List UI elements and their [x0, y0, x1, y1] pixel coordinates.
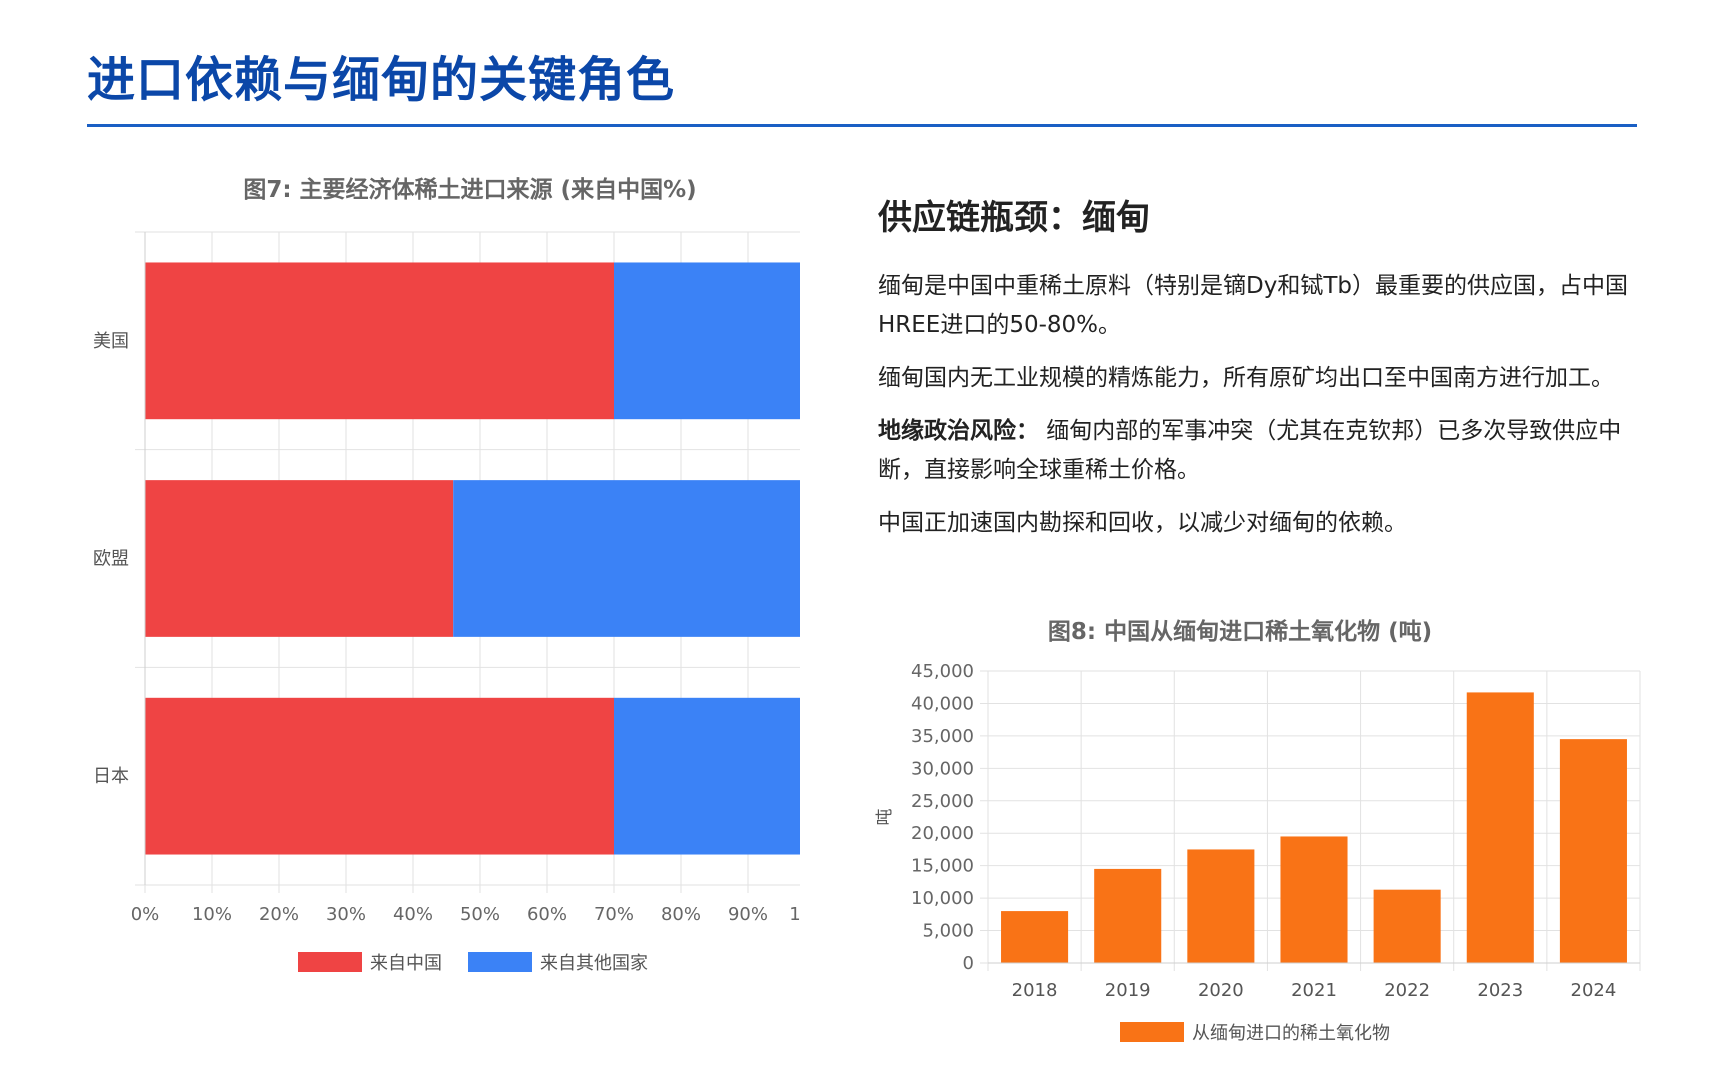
bar-segment — [145, 697, 614, 855]
import-source-chart: 0% 10% 20% 30% 40% 50% 60% 70% 80% 90% 100% 美国欧盟日本来… — [93, 231, 800, 974]
category-label: 美国 — [93, 331, 129, 352]
bar-segment — [614, 697, 800, 855]
legend-label: 来自其他国家 — [540, 953, 648, 974]
x-tick-label: 2024 — [1571, 980, 1617, 1001]
x-tick-label: 2019 — [1105, 980, 1151, 1001]
legend-swatch — [298, 952, 362, 972]
y-tick-label: 10,000 — [911, 888, 974, 909]
bar — [1094, 868, 1162, 963]
y-tick-label: 20,000 — [911, 823, 974, 844]
bar-segment — [614, 262, 800, 420]
x-tick-label: 30% — [326, 904, 366, 925]
x-tick-label: 2023 — [1477, 980, 1523, 1001]
x-tick-label: 2022 — [1384, 980, 1430, 1001]
x-tick-label: 20% — [259, 904, 299, 925]
y-tick-label: 5,000 — [922, 921, 974, 942]
x-tick-label: 10% — [192, 904, 232, 925]
x-tick-label: 80% — [661, 904, 701, 925]
bar-segment — [145, 262, 614, 420]
x-tick-label: 2021 — [1291, 980, 1337, 1001]
myanmar-import-chart: 0 5,000 10,000 15,000 20,000 25,000 30,000 35,0… — [875, 661, 1641, 1044]
bar-segment — [453, 480, 800, 637]
y-tick-label: 35,000 — [911, 726, 974, 747]
risk-label: 地缘政治风险： — [878, 418, 1039, 444]
section-heading: 供应链瓶颈：缅甸 — [878, 198, 1150, 238]
legend-label: 来自中国 — [370, 953, 442, 974]
paragraph-2: 缅甸国内无工业规模的精炼能力，所有原矿均出口至中国南方进行加工。 — [878, 365, 1614, 391]
bar — [1373, 889, 1441, 963]
x-tick-label: 2020 — [1198, 980, 1244, 1001]
bar — [1466, 692, 1534, 963]
chart2-title: 图8: 中国从缅甸进口稀土氧化物 (吨) — [1047, 619, 1433, 645]
y-axis-label: 吨 — [875, 809, 895, 826]
category-label: 欧盟 — [93, 549, 129, 570]
chart1-title: 图7: 主要经济体稀土进口来源 (来自中国%) — [243, 177, 697, 203]
bar — [1187, 849, 1255, 963]
y-tick-label: 30,000 — [911, 758, 974, 779]
title-divider — [87, 124, 1637, 127]
right-panel: 供应链瓶颈：缅甸 缅甸是中国中重稀土原料（特别是镝Dy和铽Tb）最重要的供应国，… — [878, 190, 1638, 557]
x-tick-label: 60% — [527, 904, 567, 925]
x-tick-label: 2018 — [1012, 980, 1058, 1001]
x-tick-label: 90% — [728, 904, 768, 925]
x-tick-label: 40% — [393, 904, 433, 925]
page-title: 进口依赖与缅甸的关键角色 — [87, 52, 676, 108]
bar — [1280, 836, 1348, 963]
legend-swatch — [1120, 1022, 1184, 1042]
y-tick-label: 25,000 — [911, 791, 974, 812]
bar-segment — [145, 480, 454, 637]
legend-label: 从缅甸进口的稀土氧化物 — [1192, 1023, 1390, 1044]
paragraph-3: 地缘政治风险： 缅甸内部的军事冲突（尤其在克钦邦）已多次导致供应中断，直接影响全… — [878, 418, 1622, 483]
x-tick-label: 0% — [131, 904, 160, 925]
y-tick-label: 0 — [963, 953, 974, 974]
legend-swatch — [468, 952, 532, 972]
y-tick-label: 15,000 — [911, 856, 974, 877]
x-tick-label: 100% — [789, 904, 800, 925]
paragraph-1: 缅甸是中国中重稀土原料（特别是镝Dy和铽Tb）最重要的供应国，占中国HREE进口… — [878, 273, 1628, 338]
category-label: 日本 — [93, 766, 129, 787]
y-tick-label: 45,000 — [911, 661, 974, 682]
y-tick-label: 40,000 — [911, 693, 974, 714]
x-tick-label: 50% — [460, 904, 500, 925]
x-tick-label: 70% — [594, 904, 634, 925]
bar — [1559, 739, 1627, 963]
bar — [1001, 911, 1069, 963]
paragraph-4: 中国正加速国内勘探和回收，以减少对缅甸的依赖。 — [878, 510, 1407, 536]
